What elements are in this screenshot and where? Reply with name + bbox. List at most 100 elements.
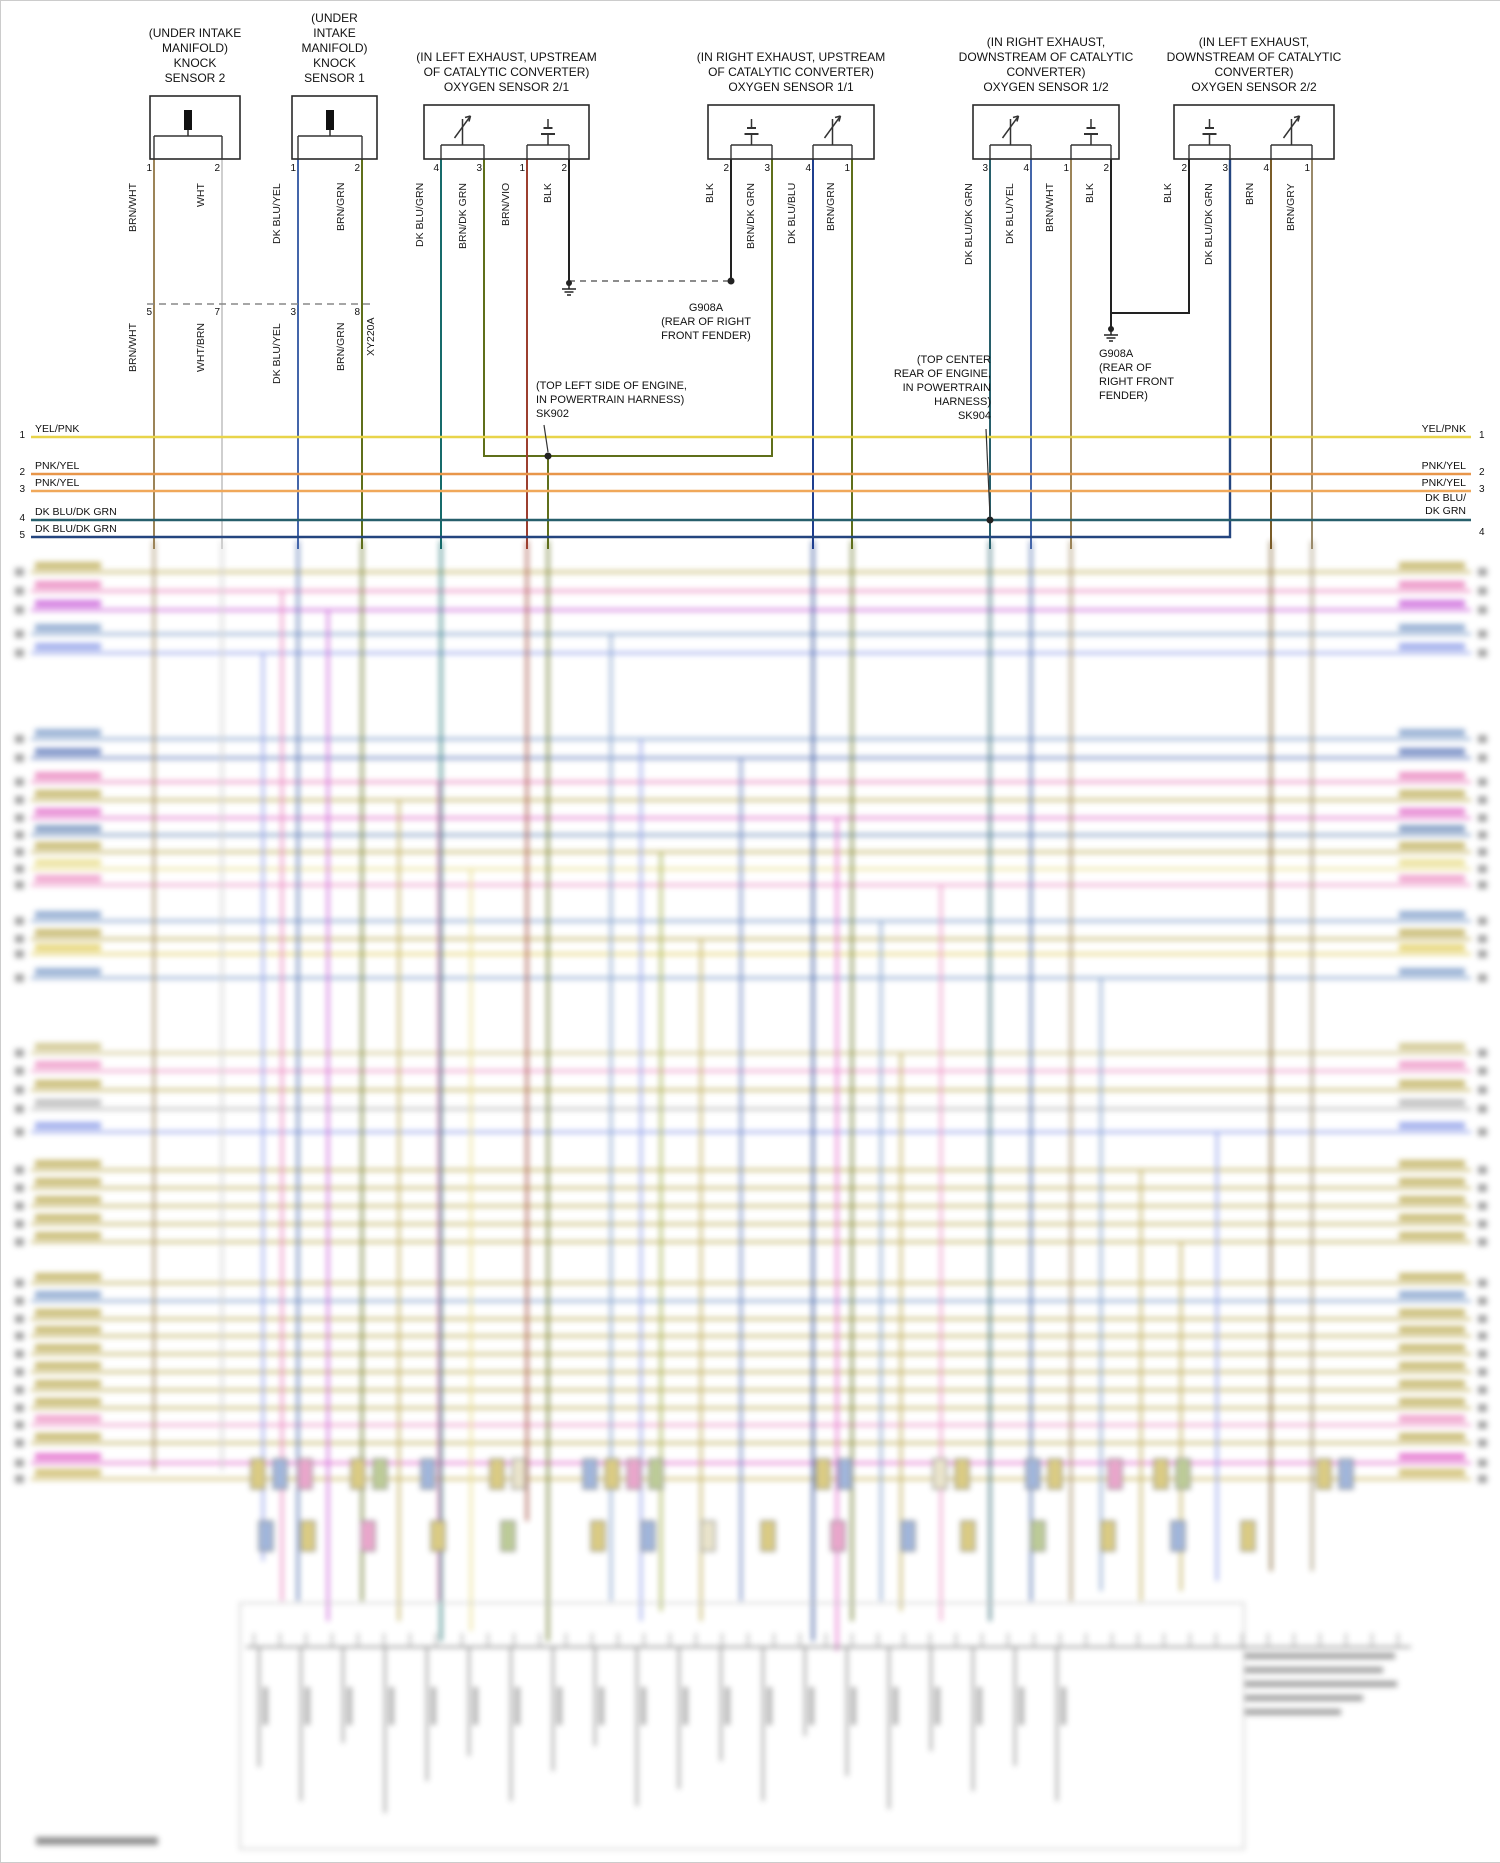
blurred-row-number-right xyxy=(1478,881,1487,889)
blurred-row-number-left xyxy=(15,1067,24,1075)
blurred-drop-label xyxy=(431,1687,436,1725)
blurred-left-label xyxy=(35,581,101,588)
blurred-row-number-left xyxy=(15,796,24,804)
blurred-right-label xyxy=(1399,842,1465,849)
oxygen-sensor-1-2-wire-label: BLK xyxy=(1084,183,1096,203)
blurred-right-label xyxy=(1399,1061,1465,1068)
blurred-drop-label xyxy=(935,1687,940,1725)
blurred-drop-label xyxy=(599,1687,604,1725)
blurred-drop-label xyxy=(1019,1687,1024,1725)
bus-row-number-right: 1 xyxy=(1479,430,1485,441)
knock-sensor-1-wire-label: BRN/GRN xyxy=(335,182,347,231)
blurred-row-number-right xyxy=(1478,1166,1487,1174)
bus-row-label-left: PNK/YEL xyxy=(35,460,80,472)
blurred-left-label xyxy=(35,1099,101,1106)
oxygen-sensor-1-1-box xyxy=(707,104,875,160)
blurred-row-number-left xyxy=(15,778,24,786)
knock-sensor-1-title: (UNDER INTAKE MANIFOLD) KNOCK SENSOR 1 xyxy=(301,11,368,85)
bus-row-number-left: 4 xyxy=(19,513,25,524)
blurred-row-number-left xyxy=(15,814,24,822)
blurred-connector-block xyxy=(700,1520,716,1552)
blurred-row-number-right xyxy=(1478,865,1487,873)
blurred-row-number-right xyxy=(1478,848,1487,856)
blurred-row-number-left xyxy=(15,1350,24,1358)
blurred-left-label xyxy=(35,1122,101,1129)
knock-sensor-2-title: (UNDER INTAKE MANIFOLD) KNOCK SENSOR 2 xyxy=(148,26,242,85)
oxygen-sensor-1-1-wire-label: DK BLU/BLU xyxy=(786,182,798,244)
blurred-row-number-left xyxy=(15,1368,24,1376)
blurred-note-line xyxy=(1245,1653,1395,1659)
blurred-connector-block xyxy=(1153,1458,1169,1490)
blurred-connector-block xyxy=(830,1520,846,1552)
bus-row-label-left: PNK/YEL xyxy=(35,477,80,489)
oxygen-sensor-2-2-pin-number: 4 xyxy=(1263,163,1269,174)
blurred-left-label xyxy=(35,790,101,797)
blurred-row-number-left xyxy=(15,917,24,925)
blurred-connector-block xyxy=(648,1458,664,1490)
blurred-left-label xyxy=(35,1232,101,1239)
blurred-left-label xyxy=(35,968,101,975)
blurred-row-number-right xyxy=(1478,1350,1487,1358)
blurred-row-number-right xyxy=(1478,796,1487,804)
inline-connector-pin-number: 7 xyxy=(214,307,220,318)
blurred-connector-block xyxy=(272,1458,288,1490)
blurred-row-number-left xyxy=(15,1404,24,1412)
oxygen-sensor-2-2-title: (IN LEFT EXHAUST, DOWNSTREAM OF CATALYTIC… xyxy=(1166,35,1342,94)
blurred-drop-label xyxy=(347,1687,352,1725)
blurred-right-label xyxy=(1399,600,1465,607)
blurred-row-number-left xyxy=(15,1238,24,1246)
blurred-row-number-right xyxy=(1478,1368,1487,1376)
bus-row-label-right: DK BLU/DK GRN xyxy=(1425,492,1466,517)
blurred-connector-block xyxy=(1030,1520,1046,1552)
blurred-right-label xyxy=(1399,1291,1465,1298)
inline-connector-wire-label: DK BLU/YEL xyxy=(271,323,283,384)
oxygen-sensor-2-1-pin-number: 4 xyxy=(433,163,439,174)
piezo-element-icon xyxy=(326,110,334,130)
blurred-row-number-right xyxy=(1478,1475,1487,1483)
blurred-connector-block xyxy=(250,1458,266,1490)
blurred-connector-block xyxy=(430,1520,446,1552)
blurred-connector-block xyxy=(1240,1520,1256,1552)
oxygen-sensor-2-1-pin-number: 2 xyxy=(561,163,567,174)
blurred-row-number-left xyxy=(15,1184,24,1192)
blurred-row-number-right xyxy=(1478,1332,1487,1340)
blurred-connector-block xyxy=(604,1458,620,1490)
blurred-right-label xyxy=(1399,1232,1465,1239)
blurred-left-label xyxy=(35,772,101,779)
oxygen-sensor-2-2-box xyxy=(1173,104,1335,160)
blurred-connector-block xyxy=(932,1458,948,1490)
blurred-right-label xyxy=(1399,875,1465,882)
blurred-left-label xyxy=(35,944,101,951)
blurred-row-number-right xyxy=(1478,1184,1487,1192)
heater-element-icon xyxy=(834,115,841,119)
blurred-row-number-right xyxy=(1478,1128,1487,1136)
blurred-row-number-left xyxy=(15,630,24,638)
blurred-row-number-left xyxy=(15,587,24,595)
oxygen-sensor-1-1-pin-number: 2 xyxy=(723,163,729,174)
blurred-connector-block xyxy=(500,1520,516,1552)
blurred-left-label xyxy=(35,1214,101,1221)
sk902-label: (TOP LEFT SIDE OF ENGINE, IN POWERTRAIN H… xyxy=(536,380,687,420)
knock-sensor-2-pin-number: 2 xyxy=(214,163,220,174)
blurred-right-label xyxy=(1399,1309,1465,1316)
blurred-right-label xyxy=(1399,944,1465,951)
blurred-left-label xyxy=(35,748,101,755)
inline-connector-pin-number: 3 xyxy=(290,307,296,318)
blurred-connector-block xyxy=(954,1458,970,1490)
oxygen-sensor-1-1-wire-label: BRN/GRN xyxy=(825,182,837,231)
blurred-right-label xyxy=(1399,1178,1465,1185)
blurred-left-label xyxy=(35,1433,101,1440)
blurred-row-number-right xyxy=(1478,1105,1487,1113)
blurred-connector-block xyxy=(640,1520,656,1552)
blurred-row-number-right xyxy=(1478,1404,1487,1412)
oxygen-sensor-2-1-wire-label: BRN/DK GRN xyxy=(457,183,469,249)
oxygen-sensor-1-2-box xyxy=(972,104,1120,160)
bus-row-number-right: 4 xyxy=(1479,527,1485,538)
blurred-right-label xyxy=(1399,1453,1465,1460)
heater-element-icon xyxy=(1297,115,1301,122)
blurred-right-label xyxy=(1399,859,1465,866)
splice-dot xyxy=(544,452,552,460)
blurred-right-label xyxy=(1399,1122,1465,1129)
blurred-row-number-right xyxy=(1478,630,1487,638)
